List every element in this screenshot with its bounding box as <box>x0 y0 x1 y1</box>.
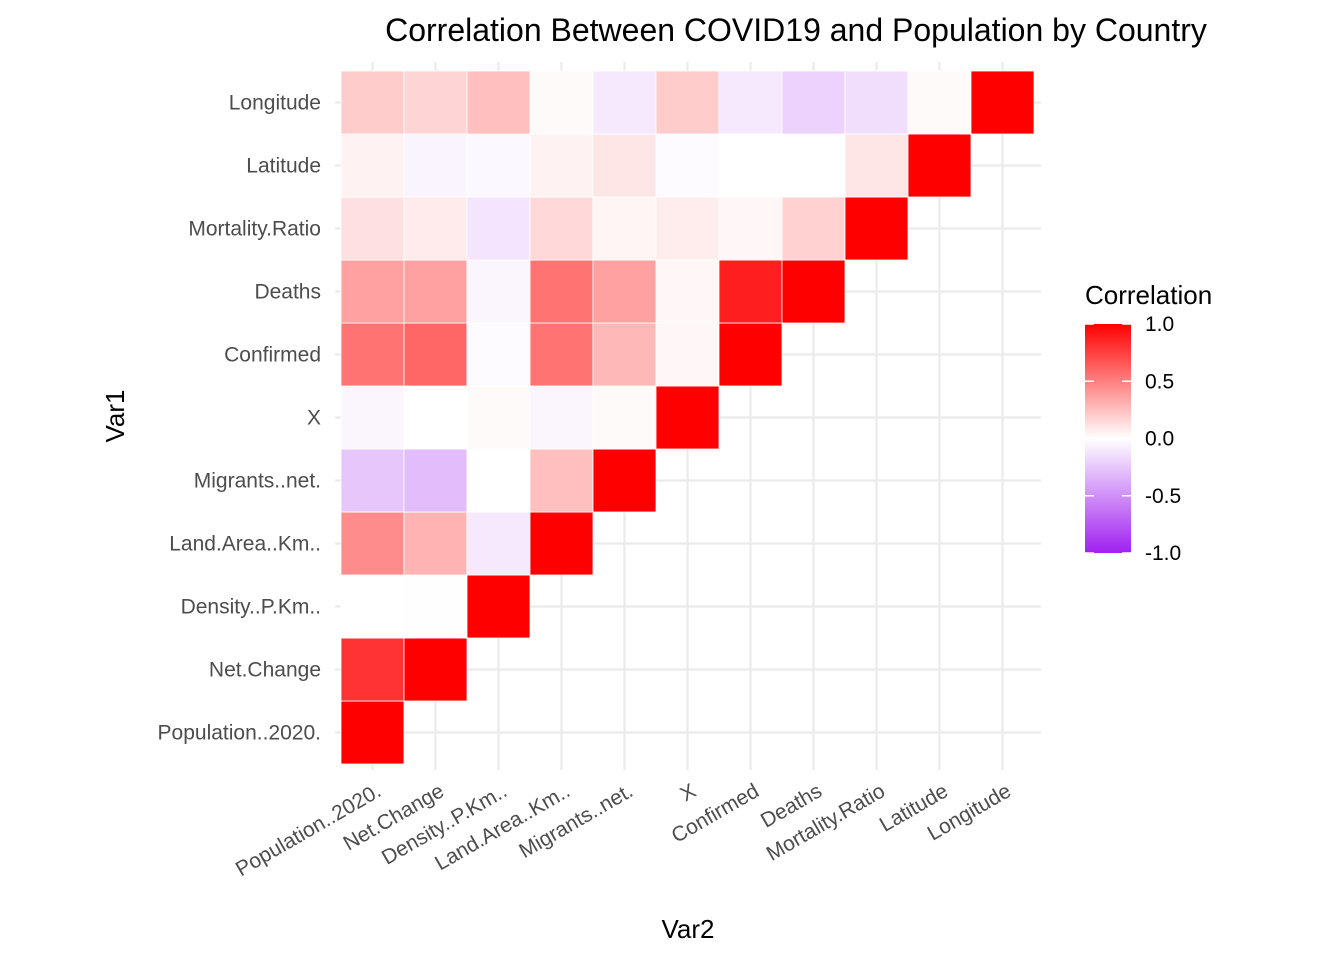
heatmap-tile <box>844 70 909 135</box>
legend-tick-label: -1.0 <box>1145 542 1181 565</box>
heatmap-tile <box>466 259 531 324</box>
heatmap-tile <box>529 259 594 324</box>
heatmap-tile <box>403 511 468 576</box>
y-tick-label: Longitude <box>229 92 321 115</box>
y-tick-label: Deaths <box>254 281 321 304</box>
legend-tick-label: 1.0 <box>1145 313 1174 336</box>
heatmap-tile <box>529 385 594 450</box>
legend-title: Correlation <box>1085 280 1212 310</box>
legend-ticks: 1.0 0.5 0.0 -0.5 -1.0 <box>1085 313 1181 565</box>
heatmap-tile <box>718 322 783 387</box>
legend-tick-label: 0.0 <box>1145 428 1174 451</box>
heatmap-tile <box>340 637 405 702</box>
heatmap-tile <box>403 637 468 702</box>
heatmap-tile <box>340 322 405 387</box>
heatmap-tile <box>655 70 720 135</box>
heatmap-tile <box>466 511 531 576</box>
heatmap-tile <box>529 70 594 135</box>
heatmap-tiles <box>340 70 1035 765</box>
legend-tick-label: 0.5 <box>1145 370 1174 393</box>
heatmap-tile <box>529 133 594 198</box>
heatmap-tile <box>592 322 657 387</box>
heatmap-tile <box>466 70 531 135</box>
heatmap-tile <box>970 70 1035 135</box>
heatmap-tile <box>592 70 657 135</box>
heatmap-tile <box>529 196 594 261</box>
heatmap-tile <box>466 196 531 261</box>
x-tick-labels: Population..2020.Net.ChangeDensity..P.Km… <box>232 779 1015 881</box>
heatmap-tile <box>655 196 720 261</box>
y-tick-label: Mortality.Ratio <box>188 218 321 241</box>
heatmap-tile <box>403 322 468 387</box>
heatmap-tile <box>340 133 405 198</box>
y-tick-label: X <box>307 407 321 430</box>
heatmap-tile <box>592 385 657 450</box>
y-tick-label: Land.Area..Km.. <box>169 533 321 556</box>
heatmap-tile <box>403 196 468 261</box>
heatmap-tile <box>781 70 846 135</box>
y-tick-label: Confirmed <box>224 344 321 367</box>
heatmap-tile <box>340 70 405 135</box>
heatmap-tile <box>403 70 468 135</box>
y-tick-label: Latitude <box>246 155 321 178</box>
heatmap-tile <box>718 196 783 261</box>
y-tick-labels: Population..2020. Net.Change Density..P.Km… <box>158 92 321 745</box>
heatmap-tile <box>466 322 531 387</box>
heatmap-tile <box>844 133 909 198</box>
heatmap-tile <box>340 448 405 513</box>
heatmap-tile <box>340 700 405 765</box>
heatmap-tile <box>781 196 846 261</box>
heatmap-tile <box>403 133 468 198</box>
y-tick-label: Migrants..net. <box>194 470 321 493</box>
heatmap-tile <box>655 259 720 324</box>
heatmap-tile <box>655 322 720 387</box>
heatmap-tile <box>592 196 657 261</box>
heatmap-tile <box>529 448 594 513</box>
heatmap-tile <box>592 259 657 324</box>
heatmap-tile <box>718 133 783 198</box>
heatmap-tile <box>466 385 531 450</box>
chart-title: Correlation Between COVID19 and Populati… <box>385 12 1207 48</box>
y-tick-label: Population..2020. <box>158 722 321 745</box>
heatmap-tile <box>781 259 846 324</box>
heatmap-tile <box>655 133 720 198</box>
legend: Correlation 1.0 0.5 0.0 -0.5 -1.0 <box>1085 280 1212 565</box>
y-axis-title: Var1 <box>100 390 130 443</box>
heatmap-tile <box>592 133 657 198</box>
heatmap-tile <box>403 385 468 450</box>
heatmap-tile <box>529 322 594 387</box>
heatmap-tile <box>403 574 468 639</box>
heatmap-tile <box>403 259 468 324</box>
heatmap-tile <box>907 133 972 198</box>
heatmap-tile <box>340 574 405 639</box>
y-tick-label: Density..P.Km.. <box>181 596 321 619</box>
heatmap-tile <box>718 259 783 324</box>
y-tick-label: Net.Change <box>209 659 321 682</box>
heatmap-tile <box>466 133 531 198</box>
heatmap-tile <box>340 259 405 324</box>
heatmap-tile <box>340 511 405 576</box>
heatmap-tile <box>844 196 909 261</box>
heatmap-tile <box>340 196 405 261</box>
heatmap-tile <box>907 70 972 135</box>
legend-tick-label: -0.5 <box>1145 485 1181 508</box>
heatmap-tile <box>529 511 594 576</box>
heatmap-tile <box>466 574 531 639</box>
heatmap-tile <box>655 385 720 450</box>
x-tick-label: X <box>676 779 700 806</box>
heatmap-tile <box>592 448 657 513</box>
heatmap-tile <box>466 448 531 513</box>
x-axis-title: Var2 <box>662 914 715 944</box>
heatmap-tile <box>340 385 405 450</box>
heatmap-tile <box>781 133 846 198</box>
heatmap-tile <box>403 448 468 513</box>
heatmap-tile <box>718 70 783 135</box>
